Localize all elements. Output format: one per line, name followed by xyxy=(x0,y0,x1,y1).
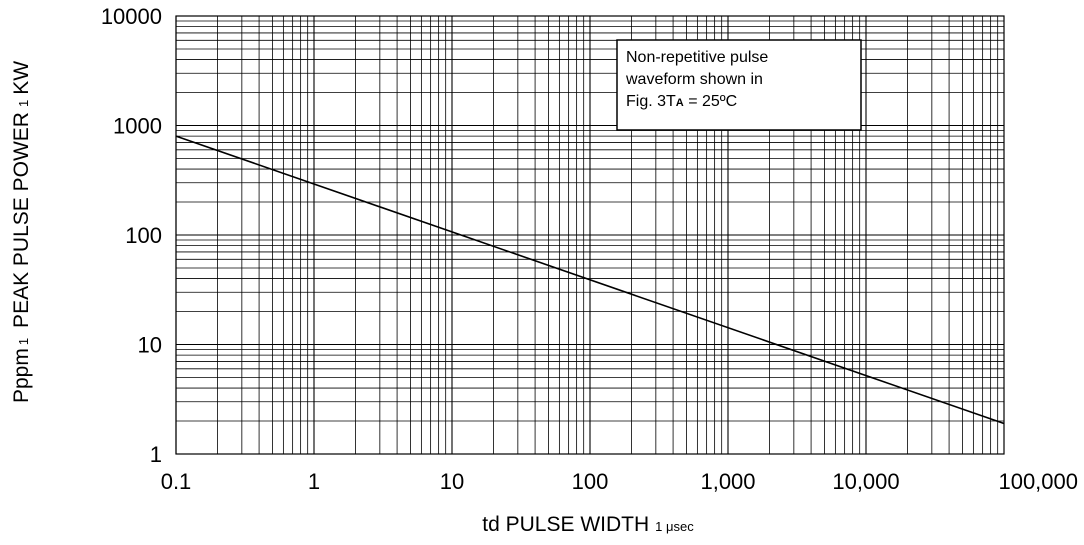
x-tick-label: 10 xyxy=(440,469,464,494)
y-axis-title-symbol: Pppm xyxy=(10,348,33,403)
annotation-line-3-tail: = 25ºC xyxy=(684,93,737,110)
annotation-line-3-main: Fig. 3T xyxy=(626,93,676,110)
y-tick-label: 1000 xyxy=(113,114,162,139)
grid xyxy=(175,16,1004,455)
annotation-box: Non-repetitive pulse waveform shown in F… xyxy=(616,39,862,131)
plot-frame xyxy=(175,15,1005,455)
y-axis-title-sep-2: 1 xyxy=(16,100,31,107)
x-tick-labels: 0.1 1 10 100 1,000 10,000 100,000 xyxy=(161,469,1078,494)
x-tick-label: 1 xyxy=(308,469,320,494)
series-line xyxy=(175,135,1005,425)
y-axis-title-sep-1: 1 xyxy=(16,338,31,345)
annotation-frame xyxy=(616,39,862,131)
y-tick-label: 100 xyxy=(125,223,162,248)
annotation-line-1: Non-repetitive pulse xyxy=(626,49,768,66)
x-tick-label: 0.1 xyxy=(161,469,192,494)
annotation-line-2: waveform shown in xyxy=(625,71,763,88)
y-axis-title-main: PEAK PULSE POWER xyxy=(10,112,33,328)
annotation-line-3: Fig. 3TA = 25ºC xyxy=(626,93,737,110)
y-axis-title: Pppm 1 PEAK PULSE POWER 1 KW xyxy=(10,61,33,403)
x-axis-title: td PULSE WIDTH 1 μsec xyxy=(482,513,694,536)
x-tick-label: 100,000 xyxy=(998,469,1078,494)
y-tick-label: 1 xyxy=(150,442,162,467)
y-tick-labels: 1 10 100 1000 10000 xyxy=(101,4,162,467)
x-tick-label: 100 xyxy=(572,469,609,494)
y-tick-label: 10000 xyxy=(101,4,162,29)
x-axis-title-main: td PULSE WIDTH xyxy=(482,513,649,536)
x-axis-title-unit: 1 μsec xyxy=(655,519,694,534)
y-axis-title-unit: KW xyxy=(10,61,33,95)
x-tick-label: 10,000 xyxy=(832,469,899,494)
series-layer xyxy=(175,135,1005,425)
annotation-line-3-sub: A xyxy=(676,97,684,109)
x-tick-label: 1,000 xyxy=(700,469,755,494)
y-tick-label: 10 xyxy=(138,333,162,358)
